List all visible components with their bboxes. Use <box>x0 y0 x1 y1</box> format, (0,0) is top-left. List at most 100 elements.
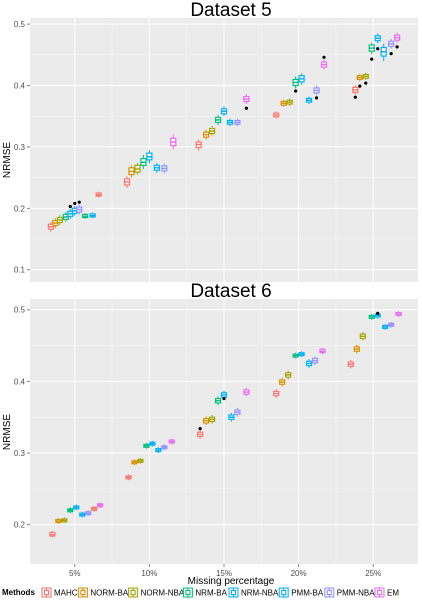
box-outlier <box>73 201 77 206</box>
box-norm-nba <box>285 370 292 380</box>
box-pmm-nba <box>234 118 241 127</box>
box-em <box>97 502 104 509</box>
box-pmm-nba <box>76 200 83 215</box>
box-outlier <box>322 55 326 59</box>
legend-item-nrm-nba: NRM-NBA <box>228 587 279 598</box>
title-dataset-6: Dataset 6 <box>190 281 271 302</box>
y-tick-label: 0.2 <box>14 521 26 530</box>
box-em <box>243 94 250 110</box>
box-pmm-ba <box>305 96 313 104</box>
box-outlier <box>77 200 81 204</box>
legend-title: Methods <box>2 588 35 597</box>
box-mahc <box>125 474 132 481</box>
box-mahc <box>91 505 98 512</box>
y-ticks-dataset-5: 0.1 0.2 0.3 0.4 0.5 <box>14 20 30 275</box>
y-tick-label: 0.5 <box>14 20 26 29</box>
box-norm-ba <box>131 459 138 466</box>
box-outlier <box>353 95 357 99</box>
legend-label: MAHC <box>54 589 78 598</box>
box-norm-nba <box>137 458 144 464</box>
box-mahc <box>273 389 280 398</box>
y-tick-label: 0.2 <box>14 204 26 213</box>
box-norm-nba <box>359 331 366 341</box>
box-nrm-nba <box>149 440 156 447</box>
legend-key-box <box>377 590 382 595</box>
box-outlier <box>364 81 368 85</box>
legend-key-box <box>130 590 136 595</box>
legend-key-box <box>44 590 49 595</box>
box-pmm-ba <box>226 118 234 127</box>
box-norm-ba <box>55 518 62 524</box>
box-em <box>243 387 250 397</box>
legend-item-em: EM <box>374 587 399 598</box>
legend-key-box <box>281 590 287 595</box>
box-pmm-ba <box>228 412 235 422</box>
box-norm-ba <box>279 377 286 387</box>
x-tick-label: 10% <box>141 569 157 578</box>
box-nrm-nba <box>73 504 80 511</box>
box-em <box>320 55 328 70</box>
title-dataset-5: Dataset 5 <box>190 0 271 21</box>
box-pmm-nba <box>161 163 168 174</box>
box-pmm-nba <box>311 356 319 365</box>
box-mahc <box>49 531 56 538</box>
box-mahc <box>347 359 354 369</box>
y-tick-label: 0.4 <box>14 377 26 386</box>
box-nrm-ba <box>67 507 74 514</box>
boxes-dataset-6 <box>49 311 402 538</box>
box-outlier <box>370 57 374 61</box>
box-norm-ba <box>128 165 135 178</box>
box-outlier <box>222 396 226 401</box>
box-outlier <box>389 52 393 56</box>
legend-item-norm-ba: NORM-BA <box>77 587 129 598</box>
box-pmm-ba <box>382 324 389 330</box>
box-mahc <box>352 84 359 99</box>
box-pmm-ba <box>79 511 86 518</box>
box-pmm-nba <box>388 38 395 56</box>
box-mahc <box>47 221 54 232</box>
box-norm-nba <box>134 162 141 175</box>
legend-label: PMM-NBA <box>337 589 375 598</box>
box-outlier <box>376 311 380 315</box>
box-nrm-ba <box>368 314 375 320</box>
legend-item-mahc: MAHC <box>41 587 78 598</box>
box-norm-nba <box>362 72 369 85</box>
box-nrm-nba <box>298 351 305 358</box>
box-mahc <box>273 111 280 119</box>
box-nrm-nba <box>220 390 228 401</box>
legend-item-nrm-ba: NRM-BA <box>182 587 228 598</box>
box-outlier <box>395 45 399 49</box>
box-outlier <box>358 84 362 88</box>
grid-dataset-6 <box>30 299 418 564</box>
legend-key-box <box>185 590 191 595</box>
box-norm-ba <box>202 416 210 426</box>
legend-item-pmm-ba: PMM-BA <box>278 587 324 598</box>
box-norm-nba <box>61 517 68 524</box>
box-norm-ba <box>52 218 59 228</box>
legend-item-norm-nba: NORM-NBA <box>128 587 185 598</box>
legend-label: NRM-NBA <box>241 589 279 598</box>
box-nrm-nba <box>220 106 228 117</box>
box-outlier <box>376 47 380 51</box>
box-mahc <box>195 139 202 151</box>
box-outlier <box>244 106 248 110</box>
boxes-dataset-5 <box>47 32 401 232</box>
box-nrm-ba <box>82 213 89 219</box>
box-nrm-ba <box>62 212 69 222</box>
box-norm-nba <box>286 98 293 106</box>
box-mahc <box>95 191 102 198</box>
box-pmm-ba <box>380 43 387 61</box>
box-norm-nba <box>56 215 63 225</box>
box-outlier <box>314 96 319 100</box>
y-tick-label: 0.1 <box>14 266 26 275</box>
box-nrm-ba <box>292 352 299 359</box>
box-norm-nba <box>208 415 216 424</box>
box-nrm-ba <box>292 76 299 93</box>
x-tick-label: 25% <box>365 569 381 578</box>
y-tick-label: 0.4 <box>14 82 26 91</box>
legend-key-box <box>326 590 332 595</box>
y-tick-label: 0.3 <box>14 143 26 152</box>
box-pmm-nba <box>161 444 168 451</box>
legend-label: EM <box>387 589 399 598</box>
legend-label: PMM-BA <box>291 589 324 598</box>
